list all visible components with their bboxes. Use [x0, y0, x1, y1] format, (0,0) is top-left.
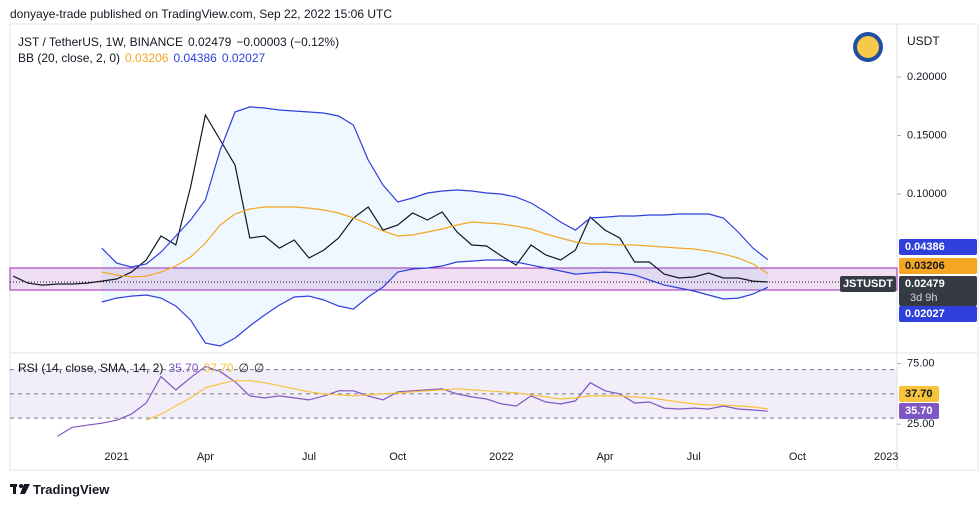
y-tick-label: 0.20000 — [907, 71, 947, 83]
x-tick-label: Jul — [687, 451, 701, 463]
symbol-tag-bg — [840, 276, 896, 292]
logo-part — [13, 484, 16, 494]
sma-tag-bg — [899, 386, 939, 402]
rsi-tag-bg — [899, 403, 939, 419]
y-tick-label: 25.00 — [907, 418, 935, 430]
series-line — [145, 380, 768, 421]
na-label: ∅ — [238, 361, 249, 375]
bb-fill — [101, 106, 768, 347]
rsi-legend: RSI (14, close, SMA, 14, 2) 35.70 37.70 ∅ ∅ — [18, 361, 269, 375]
basis-tag-bg — [899, 258, 977, 274]
chart-frame — [9, 23, 979, 471]
price-tag: 0.02479 — [905, 278, 945, 290]
y-tick-label: 75.00 — [907, 357, 935, 369]
bb-basis-value: 0.03206 — [125, 51, 169, 65]
bb-legend: BB (20, close, 2, 0) 0.03206 0.04386 0.0202… — [18, 51, 270, 65]
x-tick-label: Oct — [389, 451, 406, 463]
rsi-title: RSI (14, close, SMA, 14, 2) — [18, 361, 164, 375]
series-line — [101, 206, 769, 278]
series-line — [101, 259, 769, 347]
symbol-tag: JSTUSDT — [843, 278, 893, 290]
sma-tag: 37.70 — [905, 388, 933, 400]
na-label: ∅ — [253, 361, 265, 375]
x-tick-label: Oct — [789, 451, 806, 463]
x-tick-label: 2021 — [104, 451, 128, 463]
symbol-title: JST / TetherUS, 1W, BINANCE — [18, 35, 183, 49]
bb-lower-value: 0.02027 — [221, 51, 266, 65]
x-tick-label: Apr — [596, 451, 613, 463]
series-line — [57, 365, 768, 437]
plot-layer: 0.10000 0.15000 0.20000 75.00 25.00 2021 Apr Ju… — [10, 71, 977, 463]
basis-tag: 0.03206 — [905, 260, 945, 272]
upper-tag: 0.04386 — [905, 241, 945, 253]
rsi-tag: 35.70 — [905, 405, 933, 417]
published-line: donyaye-trade published on TradingView.c… — [10, 7, 393, 21]
x-tick-label: 2022 — [489, 451, 513, 463]
last-price: 0.02479 — [187, 35, 232, 49]
symbol-legend: JST / TetherUS, 1W, BINANCE 0.02479 −0.000… — [18, 35, 344, 49]
price-tag-bg — [899, 276, 977, 306]
price-change: −0.00003 (−0.12%) — [236, 35, 340, 49]
publisher-logo-inner — [857, 36, 879, 58]
series-line — [101, 106, 769, 268]
y-axis-label: USDT — [907, 34, 940, 48]
rsi-sma-value: 37.70 — [203, 361, 234, 375]
y-tick-label: 0.10000 — [907, 188, 947, 200]
upper-tag-bg — [899, 239, 977, 255]
lower-tag: 0.02027 — [905, 308, 945, 320]
x-tick-label: 2023 — [874, 451, 898, 463]
x-tick-label: Jul — [302, 451, 316, 463]
countdown: 3d 9h — [910, 292, 938, 304]
footer-logo — [10, 484, 30, 494]
indicator-title: BB (20, close, 2, 0) — [18, 51, 121, 65]
drawing-rectangle — [9, 267, 898, 291]
bb-upper-value: 0.04386 — [173, 51, 217, 65]
logo-part — [19, 484, 23, 488]
logo-part — [20, 484, 30, 494]
rsi-value: 35.70 — [168, 361, 199, 375]
lower-tag-bg — [899, 306, 977, 322]
footer-brand: TradingView — [33, 482, 110, 497]
x-tick-label: Apr — [197, 451, 214, 463]
y-tick-label: 0.15000 — [907, 129, 947, 141]
